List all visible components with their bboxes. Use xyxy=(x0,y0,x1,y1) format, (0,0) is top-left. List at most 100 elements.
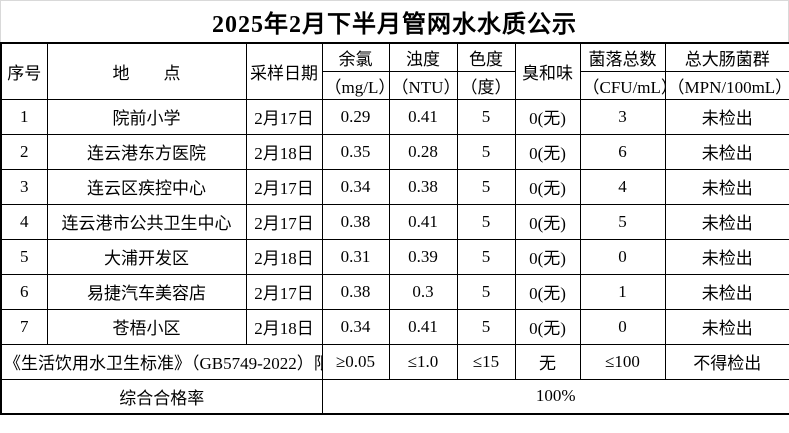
header-cell-coliform-unit: （MPN/100mL） xyxy=(664,70,789,100)
summary-row: 综合合格率 100% xyxy=(0,378,789,415)
cell-turbidity: 0.39 xyxy=(388,238,458,275)
cell-color: 5 xyxy=(456,273,516,310)
header-cell-no: 序号 xyxy=(0,42,48,100)
cell-chlorine: 0.34 xyxy=(321,168,390,205)
cell-chlorine: 0.38 xyxy=(321,203,390,240)
limit-chlorine: ≥0.05 xyxy=(321,343,390,380)
cell-turbidity: 0.38 xyxy=(388,168,458,205)
cell-coliform: 未检出 xyxy=(664,98,789,135)
table-row: 2 连云港东方医院 2月18日 0.35 0.28 5 0(无) 6 未检出 xyxy=(0,133,789,170)
cell-odor: 0(无) xyxy=(514,308,581,345)
cell-date: 2月18日 xyxy=(245,308,323,345)
table-row: 5 大浦开发区 2月18日 0.31 0.39 5 0(无) 0 未检出 xyxy=(0,238,789,275)
cell-coliform: 未检出 xyxy=(664,168,789,205)
cell-color: 5 xyxy=(456,203,516,240)
cell-turbidity: 0.41 xyxy=(388,98,458,135)
cell-location: 苍梧小区 xyxy=(46,308,247,345)
water-quality-table: 序号 地 点 采样日期 余氯 浊度 色度 臭和味 菌落总数 总大肠菌群 （mg/… xyxy=(0,42,789,415)
table-row: 7 苍梧小区 2月18日 0.34 0.41 5 0(无) 0 未检出 xyxy=(0,308,789,345)
summary-value: 100% xyxy=(321,378,789,415)
limit-colony: ≤100 xyxy=(579,343,666,380)
cell-no: 4 xyxy=(0,203,48,240)
limit-turbidity: ≤1.0 xyxy=(388,343,458,380)
cell-location: 院前小学 xyxy=(46,98,247,135)
cell-colony: 4 xyxy=(579,168,666,205)
header-cell-colony-unit: （CFU/mL） xyxy=(579,70,666,100)
limit-coliform: 不得检出 xyxy=(664,343,789,380)
cell-odor: 0(无) xyxy=(514,203,581,240)
header-cell-odor: 臭和味 xyxy=(514,42,581,100)
cell-color: 5 xyxy=(456,238,516,275)
limits-row: 《生活饮用水卫生标准》（GB5749-2022）限值 ≥0.05 ≤1.0 ≤1… xyxy=(0,343,789,380)
cell-turbidity: 0.41 xyxy=(388,203,458,240)
cell-date: 2月18日 xyxy=(245,133,323,170)
cell-coliform: 未检出 xyxy=(664,133,789,170)
header-cell-color-unit: （度） xyxy=(456,70,516,100)
limits-standard-label: 《生活饮用水卫生标准》（GB5749-2022）限值 xyxy=(0,343,323,380)
header-row-main: 序号 地 点 采样日期 余氯 浊度 色度 臭和味 菌落总数 总大肠菌群 xyxy=(0,42,789,100)
page-title: 2025年2月下半月管网水水质公示 xyxy=(0,0,789,42)
cell-color: 5 xyxy=(456,168,516,205)
cell-odor: 0(无) xyxy=(514,133,581,170)
cell-no: 3 xyxy=(0,168,48,205)
cell-coliform: 未检出 xyxy=(664,203,789,240)
cell-chlorine: 0.34 xyxy=(321,308,390,345)
cell-date: 2月17日 xyxy=(245,273,323,310)
cell-colony: 6 xyxy=(579,133,666,170)
table-row: 4 连云港市公共卫生中心 2月17日 0.38 0.41 5 0(无) 5 未检… xyxy=(0,203,789,240)
cell-date: 2月18日 xyxy=(245,238,323,275)
table-body: 1 院前小学 2月17日 0.29 0.41 5 0(无) 3 未检出 2 连云… xyxy=(0,98,789,415)
cell-odor: 0(无) xyxy=(514,168,581,205)
header-cell-color: 色度 xyxy=(456,42,516,72)
cell-color: 5 xyxy=(456,308,516,345)
table-row: 3 连云区疾控中心 2月17日 0.34 0.38 5 0(无) 4 未检出 xyxy=(0,168,789,205)
cell-color: 5 xyxy=(456,98,516,135)
cell-colony: 0 xyxy=(579,308,666,345)
cell-date: 2月17日 xyxy=(245,168,323,205)
cell-location: 连云港市公共卫生中心 xyxy=(46,203,247,240)
cell-no: 1 xyxy=(0,98,48,135)
cell-date: 2月17日 xyxy=(245,98,323,135)
cell-chlorine: 0.31 xyxy=(321,238,390,275)
header-cell-date: 采样日期 xyxy=(245,42,323,100)
cell-coliform: 未检出 xyxy=(664,273,789,310)
cell-location: 连云港东方医院 xyxy=(46,133,247,170)
cell-turbidity: 0.41 xyxy=(388,308,458,345)
table-header: 序号 地 点 采样日期 余氯 浊度 色度 臭和味 菌落总数 总大肠菌群 （mg/… xyxy=(0,42,789,100)
cell-coliform: 未检出 xyxy=(664,308,789,345)
limit-odor: 无 xyxy=(514,343,581,380)
cell-odor: 0(无) xyxy=(514,238,581,275)
header-cell-location: 地 点 xyxy=(46,42,247,100)
cell-turbidity: 0.28 xyxy=(388,133,458,170)
cell-chlorine: 0.29 xyxy=(321,98,390,135)
cell-chlorine: 0.35 xyxy=(321,133,390,170)
cell-chlorine: 0.38 xyxy=(321,273,390,310)
cell-colony: 1 xyxy=(579,273,666,310)
cell-no: 5 xyxy=(0,238,48,275)
table-row: 6 易捷汽车美容店 2月17日 0.38 0.3 5 0(无) 1 未检出 xyxy=(0,273,789,310)
header-cell-turbidity: 浊度 xyxy=(388,42,458,72)
header-cell-coliform: 总大肠菌群 xyxy=(664,42,789,72)
summary-label: 综合合格率 xyxy=(0,378,323,415)
header-cell-chlorine: 余氯 xyxy=(321,42,390,72)
cell-location: 连云区疾控中心 xyxy=(46,168,247,205)
header-cell-chlorine-unit: （mg/L） xyxy=(321,70,390,100)
limit-color: ≤15 xyxy=(456,343,516,380)
cell-odor: 0(无) xyxy=(514,98,581,135)
header-row-units: （mg/L） （NTU） （度） （CFU/mL） （MPN/100mL） xyxy=(1,70,789,100)
cell-colony: 0 xyxy=(579,238,666,275)
cell-colony: 3 xyxy=(579,98,666,135)
header-cell-colony: 菌落总数 xyxy=(579,42,666,72)
cell-no: 7 xyxy=(0,308,48,345)
header-cell-turbidity-unit: （NTU） xyxy=(388,70,458,100)
cell-color: 5 xyxy=(456,133,516,170)
cell-colony: 5 xyxy=(579,203,666,240)
table-row: 1 院前小学 2月17日 0.29 0.41 5 0(无) 3 未检出 xyxy=(0,98,789,135)
cell-turbidity: 0.3 xyxy=(388,273,458,310)
cell-location: 大浦开发区 xyxy=(46,238,247,275)
cell-date: 2月17日 xyxy=(245,203,323,240)
cell-coliform: 未检出 xyxy=(664,238,789,275)
cell-no: 6 xyxy=(0,273,48,310)
cell-no: 2 xyxy=(0,133,48,170)
